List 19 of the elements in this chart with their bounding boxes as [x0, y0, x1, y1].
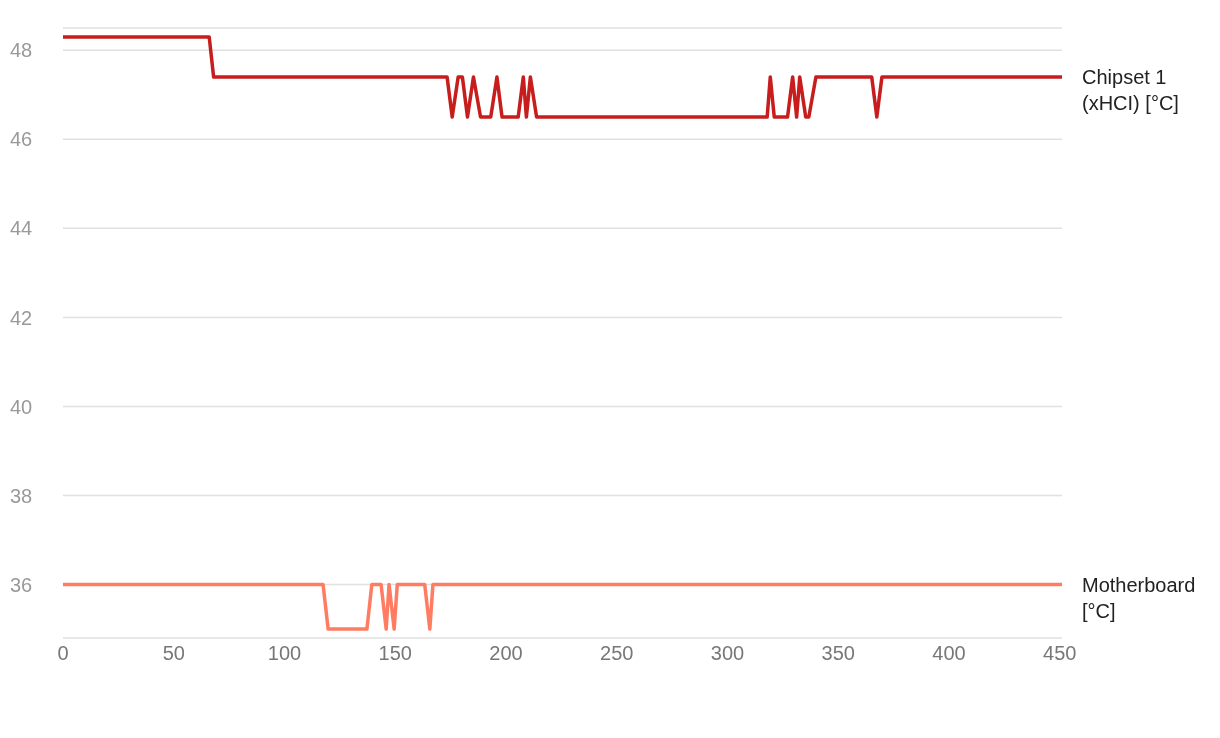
- y-tick-label: 46: [10, 128, 33, 151]
- y-tick-label: 44: [10, 217, 33, 240]
- y-tick-label: 36: [10, 573, 33, 596]
- y-tick-label: 48: [10, 39, 33, 62]
- y-tick-label: 42: [10, 306, 33, 329]
- x-tick-label: 300: [710, 642, 745, 665]
- x-tick-label: 200: [489, 642, 523, 665]
- x-tick-label: 50: [162, 642, 185, 665]
- x-tick-label: 400: [932, 642, 966, 665]
- series-label: Motherboard [°C]: [1082, 573, 1196, 622]
- x-tick-label: 100: [267, 642, 302, 665]
- x-tick-label: 150: [378, 642, 412, 665]
- x-tick-label: 250: [600, 642, 634, 665]
- x-tick-label: 350: [821, 642, 855, 665]
- series-label: Chipset 1 (xHCI) [°C]: [1082, 65, 1179, 114]
- y-tick-label: 40: [10, 395, 33, 418]
- x-tick-label: 0: [57, 642, 69, 665]
- x-tick-label: 450: [1043, 642, 1077, 665]
- y-tick-label: 38: [10, 484, 33, 507]
